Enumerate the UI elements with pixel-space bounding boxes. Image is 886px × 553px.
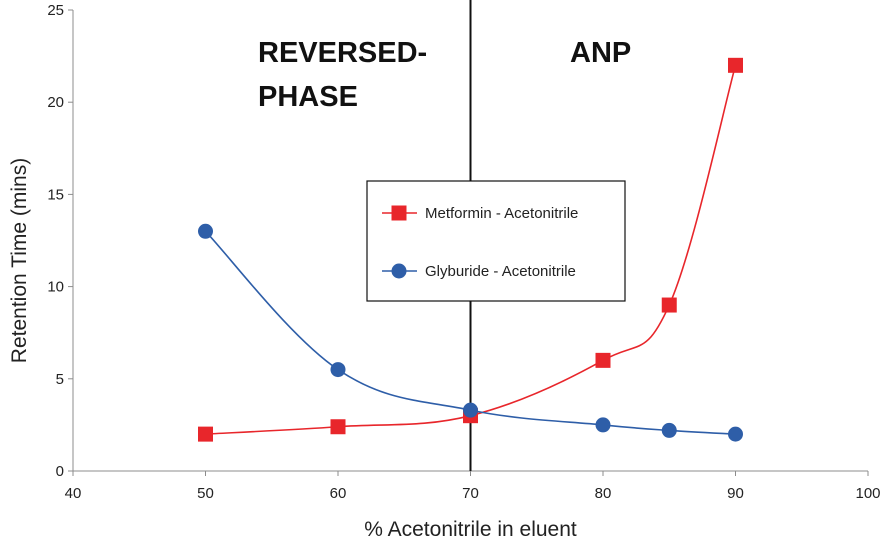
- x-tick-label: 90: [727, 485, 744, 502]
- data-point: [330, 419, 346, 435]
- x-tick-label: 70: [462, 485, 479, 502]
- y-tick-label: 0: [56, 463, 64, 480]
- annotation-reversed-phase-line1: REVERSED-: [258, 37, 427, 69]
- data-point: [330, 362, 346, 378]
- legend-label: Glyburide - Acetonitrile: [425, 263, 576, 280]
- x-tick-label: 100: [855, 485, 880, 502]
- series-glyburide: [198, 223, 743, 442]
- data-point: [463, 402, 478, 418]
- annotation-reversed-phase-line2: PHASE: [258, 81, 358, 113]
- y-axis-title: Retention Time (mins): [8, 158, 31, 363]
- legend-box: [366, 180, 626, 302]
- y-tick-label: 20: [47, 94, 64, 111]
- legend-entry: Glyburide - Acetonitrile: [382, 263, 576, 280]
- legend-marker: [391, 263, 407, 279]
- legend-marker: [391, 205, 407, 221]
- y-ticks: 0 5 10 15 20 25: [47, 2, 73, 480]
- x-tick-label: 40: [65, 485, 82, 502]
- x-axis-title: % Acetonitrile in eluent: [364, 518, 577, 541]
- y-tick-label: 10: [47, 279, 64, 296]
- x-tick-label: 50: [197, 485, 214, 502]
- annotation-anp: ANP: [570, 37, 631, 69]
- data-point: [595, 417, 611, 433]
- legend-items: Metformin - Acetonitrile Glyburide - Acet…: [382, 205, 578, 280]
- legend-entry: Metformin - Acetonitrile: [382, 205, 578, 222]
- data-point: [661, 297, 677, 313]
- x-tick-label: 60: [330, 485, 347, 502]
- data-point: [728, 57, 743, 73]
- data-point: [198, 426, 213, 442]
- data-point: [661, 422, 677, 438]
- data-point: [198, 223, 213, 239]
- series-metformin: [198, 57, 743, 442]
- data-point: [728, 426, 743, 442]
- y-tick-label: 25: [47, 2, 64, 19]
- series-line: [205, 65, 737, 435]
- x-ticks: 40 50 60 70 80 90 100: [65, 471, 881, 502]
- series-layer: [198, 57, 743, 442]
- y-tick-label: 15: [47, 186, 64, 203]
- legend-label: Metformin - Acetonitrile: [425, 205, 578, 222]
- data-point: [595, 352, 611, 368]
- x-tick-label: 80: [595, 485, 612, 502]
- legend: Metformin - Acetonitrile Glyburide - Acet…: [366, 180, 626, 302]
- y-tick-label: 5: [56, 371, 64, 388]
